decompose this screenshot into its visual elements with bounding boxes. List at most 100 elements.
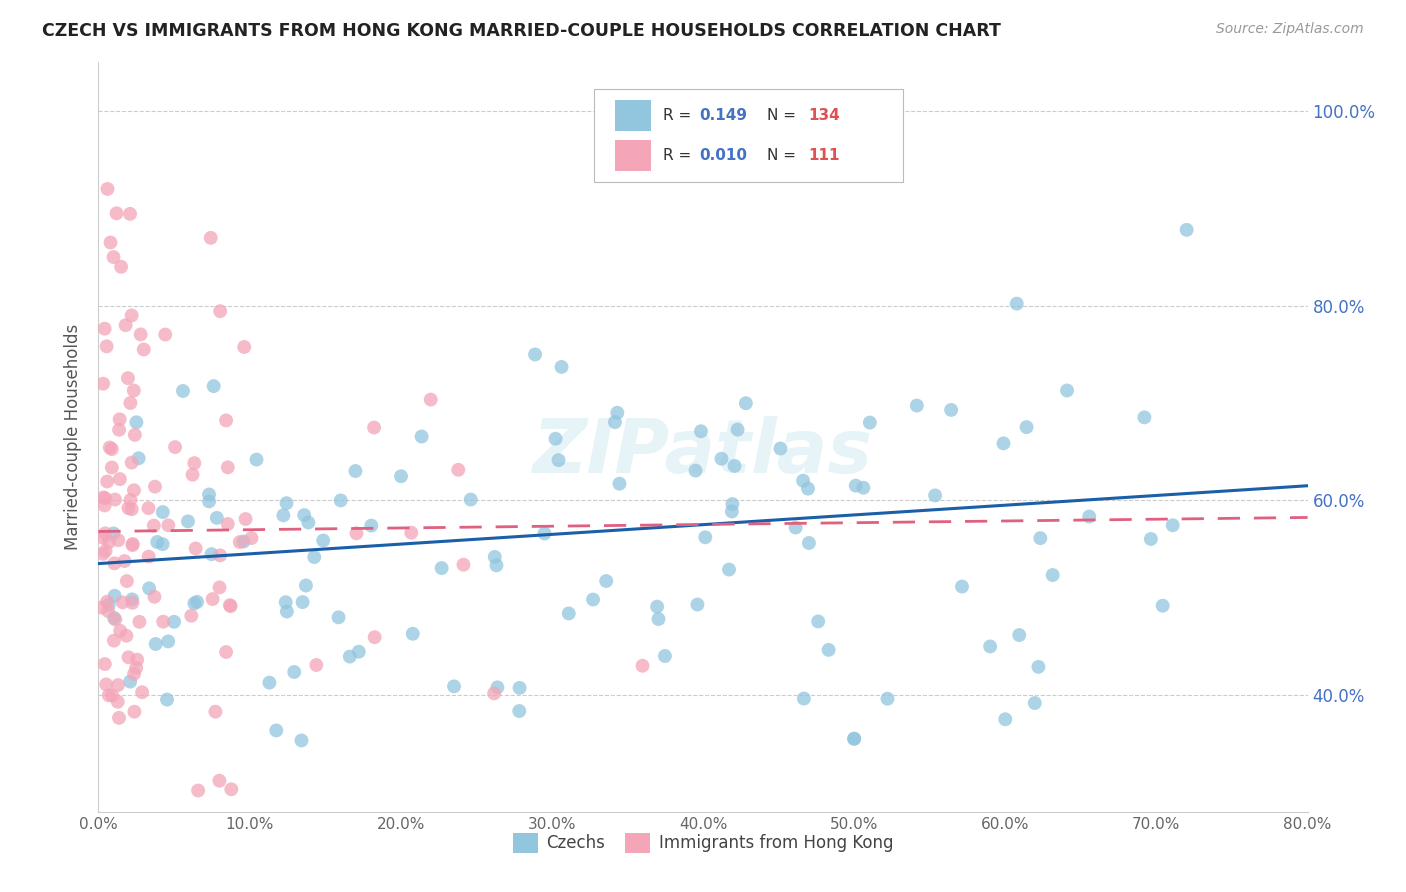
- Point: [128, 615, 150, 629]
- Point: [107, 533, 129, 548]
- Point: [344, 464, 367, 478]
- Point: [845, 478, 868, 492]
- Point: [143, 590, 166, 604]
- Point: [103, 557, 125, 571]
- Point: [208, 773, 231, 788]
- Point: [1029, 531, 1052, 545]
- Point: [121, 502, 143, 516]
- Point: [97, 598, 120, 612]
- Point: [183, 456, 205, 470]
- Point: [401, 525, 423, 540]
- Point: [360, 518, 382, 533]
- Point: [419, 392, 441, 407]
- Point: [482, 686, 505, 700]
- Point: [97, 688, 120, 702]
- Point: [695, 530, 717, 544]
- Point: [217, 460, 239, 475]
- Point: [229, 535, 252, 549]
- Point: [117, 650, 139, 665]
- Text: R =: R =: [664, 108, 692, 123]
- Text: 0.149: 0.149: [699, 108, 748, 123]
- Point: [603, 415, 626, 429]
- Point: [204, 705, 226, 719]
- Point: [163, 615, 186, 629]
- Point: [120, 396, 142, 410]
- Point: [104, 612, 127, 626]
- Point: [121, 538, 143, 552]
- Text: Source: ZipAtlas.com: Source: ZipAtlas.com: [1216, 22, 1364, 37]
- Point: [544, 432, 567, 446]
- Point: [108, 624, 131, 638]
- Point: [1015, 420, 1038, 434]
- Point: [121, 592, 143, 607]
- Point: [240, 531, 263, 545]
- Point: [208, 581, 231, 595]
- Point: [328, 610, 350, 624]
- Point: [647, 612, 669, 626]
- Point: [101, 442, 124, 456]
- Point: [283, 665, 305, 679]
- Text: 0.010: 0.010: [699, 148, 748, 163]
- Point: [813, 138, 835, 153]
- Text: ZIPatlas: ZIPatlas: [533, 416, 873, 489]
- Point: [347, 645, 370, 659]
- Point: [180, 608, 202, 623]
- Point: [105, 206, 128, 220]
- Point: [157, 634, 180, 648]
- Text: R =: R =: [664, 148, 692, 163]
- Point: [184, 541, 207, 556]
- Point: [122, 384, 145, 398]
- Point: [132, 343, 155, 357]
- Point: [606, 406, 628, 420]
- Point: [595, 574, 617, 588]
- Point: [402, 627, 425, 641]
- Point: [363, 420, 385, 434]
- Point: [186, 595, 208, 609]
- Point: [90, 600, 112, 615]
- Point: [486, 681, 509, 695]
- Point: [807, 615, 830, 629]
- Point: [127, 653, 149, 667]
- Point: [152, 505, 174, 519]
- Legend: Czechs, Immigrants from Hong Kong: Czechs, Immigrants from Hong Kong: [506, 826, 900, 860]
- Point: [111, 595, 134, 609]
- Point: [718, 562, 741, 576]
- Point: [94, 526, 117, 541]
- Point: [104, 492, 127, 507]
- Point: [219, 599, 242, 614]
- Point: [993, 436, 1015, 450]
- Point: [152, 615, 174, 629]
- Point: [631, 658, 654, 673]
- Point: [460, 492, 482, 507]
- Point: [290, 733, 312, 747]
- Point: [524, 347, 547, 361]
- Point: [1028, 660, 1050, 674]
- Point: [443, 679, 465, 693]
- Point: [103, 633, 125, 648]
- Point: [721, 497, 744, 511]
- Point: [453, 558, 475, 572]
- Point: [304, 550, 326, 565]
- Point: [138, 582, 160, 596]
- Point: [645, 599, 668, 614]
- Point: [103, 611, 125, 625]
- Point: [297, 516, 319, 530]
- Point: [94, 677, 117, 691]
- Point: [131, 685, 153, 699]
- Point: [232, 534, 254, 549]
- Text: N =: N =: [768, 108, 796, 123]
- Point: [727, 423, 749, 437]
- Point: [124, 427, 146, 442]
- Point: [107, 678, 129, 692]
- Point: [797, 482, 820, 496]
- Point: [710, 451, 733, 466]
- Point: [121, 456, 143, 470]
- Point: [276, 496, 298, 510]
- Point: [508, 704, 530, 718]
- Point: [817, 643, 839, 657]
- Point: [114, 318, 136, 333]
- Point: [509, 681, 531, 695]
- Point: [844, 731, 866, 746]
- Point: [273, 508, 295, 523]
- Point: [609, 476, 631, 491]
